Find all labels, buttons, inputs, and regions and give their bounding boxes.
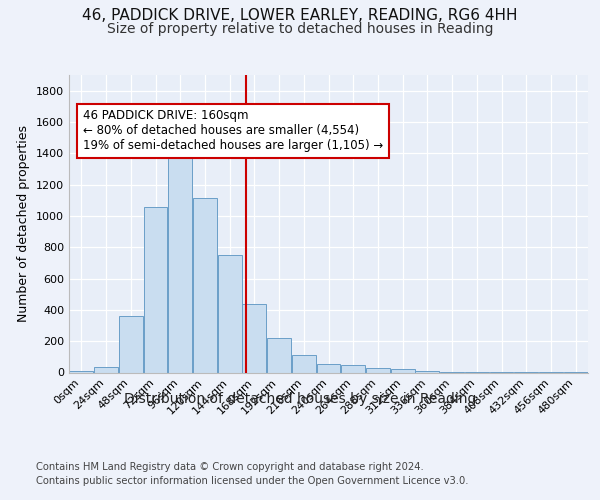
Bar — [415, 371, 439, 372]
Bar — [391, 370, 415, 372]
Bar — [143, 206, 167, 372]
Bar — [292, 356, 316, 372]
Bar — [242, 304, 266, 372]
Text: Contains HM Land Registry data © Crown copyright and database right 2024.: Contains HM Land Registry data © Crown c… — [36, 462, 424, 472]
Bar — [366, 368, 390, 372]
Text: Contains public sector information licensed under the Open Government Licence v3: Contains public sector information licen… — [36, 476, 469, 486]
Text: Size of property relative to detached houses in Reading: Size of property relative to detached ho… — [107, 22, 493, 36]
Bar — [193, 198, 217, 372]
Bar — [341, 366, 365, 372]
Text: 46 PADDICK DRIVE: 160sqm
← 80% of detached houses are smaller (4,554)
19% of sem: 46 PADDICK DRIVE: 160sqm ← 80% of detach… — [83, 110, 383, 152]
Bar — [267, 338, 291, 372]
Bar — [218, 255, 242, 372]
Bar — [168, 143, 192, 372]
Bar — [94, 367, 118, 372]
Text: Distribution of detached houses by size in Reading: Distribution of detached houses by size … — [124, 392, 476, 406]
Text: 46, PADDICK DRIVE, LOWER EARLEY, READING, RG6 4HH: 46, PADDICK DRIVE, LOWER EARLEY, READING… — [82, 8, 518, 22]
Bar — [70, 371, 94, 372]
Y-axis label: Number of detached properties: Number of detached properties — [17, 125, 31, 322]
Bar — [317, 364, 340, 372]
Bar — [119, 316, 143, 372]
